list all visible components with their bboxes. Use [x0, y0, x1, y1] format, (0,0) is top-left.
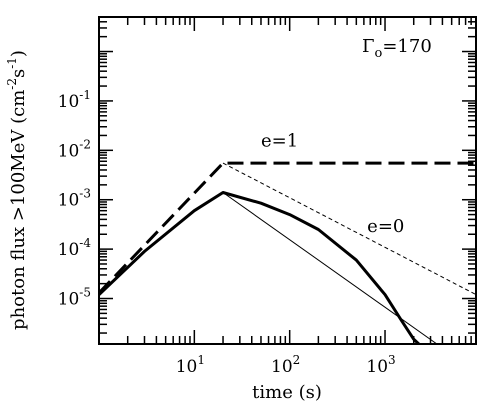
- minor-ticks: [99, 16, 477, 344]
- x-tick-label: 101: [176, 353, 205, 377]
- y-tick-label: 10-3: [58, 187, 91, 211]
- series-annotation: e=0: [367, 216, 404, 237]
- series-line-dashed-thick: [99, 161, 476, 294]
- gamma-annotation: Γo=170: [362, 36, 432, 61]
- x-tick-label: 103: [366, 353, 395, 377]
- y-tick-label: 10-5: [58, 286, 91, 310]
- y-axis-title: photon flux >100MeV (cm-2s-1): [5, 50, 29, 330]
- series-line-dashed-thin: [222, 162, 476, 296]
- y-tick-label: 10-4: [58, 236, 92, 260]
- plot-frame: [98, 16, 477, 345]
- x-tick-label: 102: [271, 353, 300, 377]
- x-axis-title: time (s): [252, 382, 322, 403]
- svg-text:photon flux >100MeV (cm-2s-1): photon flux >100MeV (cm-2s-1): [5, 50, 29, 330]
- labels-layer: 101 102 103 10-5 10-4 10-3 10-2 10-1 e=1 e=0: [58, 88, 405, 377]
- major-ticks: [98, 17, 476, 344]
- y-tick-label: 10-2: [58, 137, 91, 161]
- series-line-solid-thin: [222, 192, 438, 344]
- series-layer: [99, 161, 476, 344]
- y-tick-label: 10-1: [58, 88, 91, 112]
- series-line-solid-thick: [99, 191, 422, 344]
- series-annotation: e=1: [261, 130, 298, 151]
